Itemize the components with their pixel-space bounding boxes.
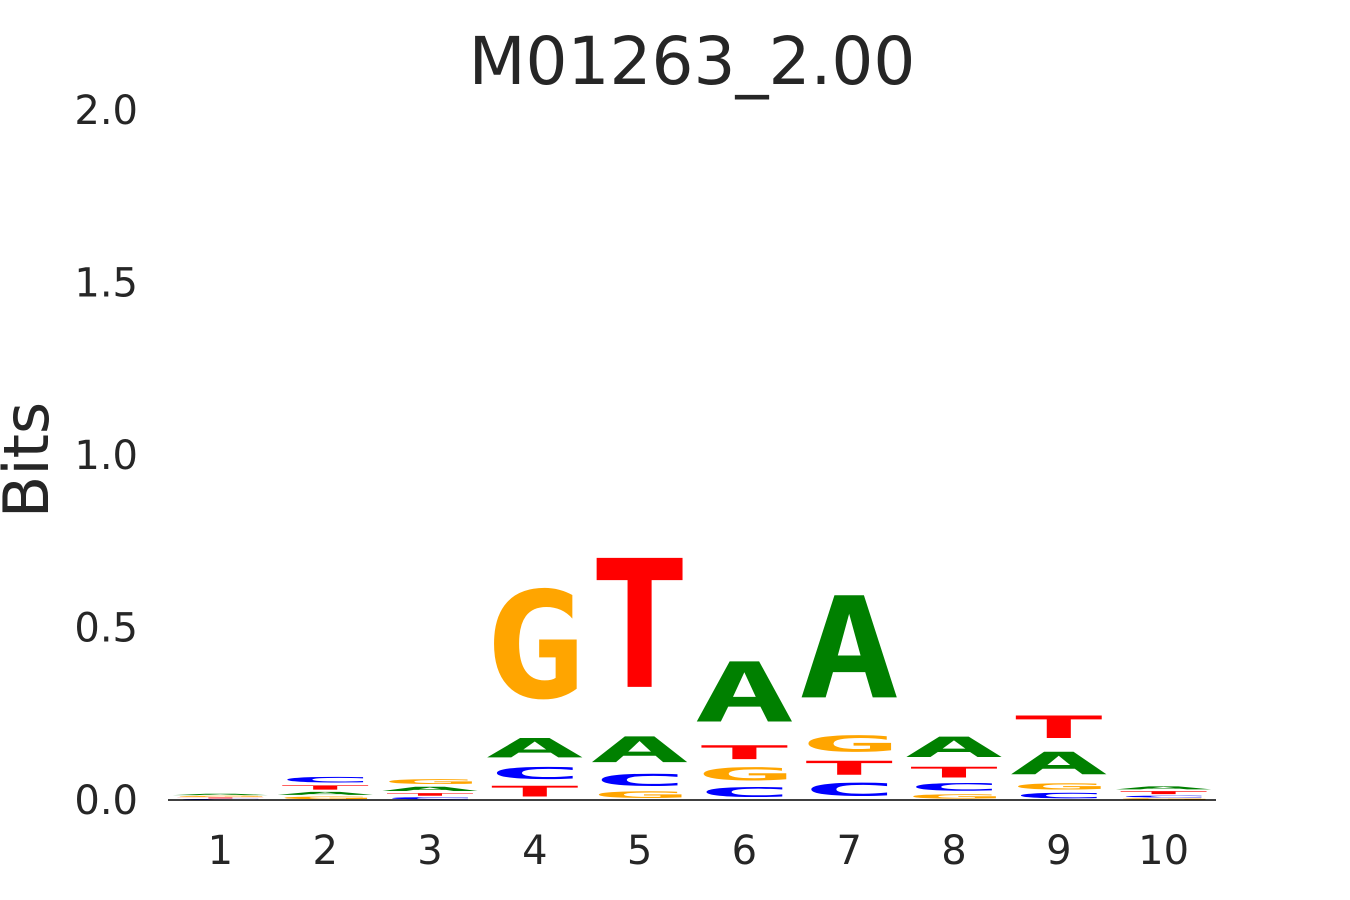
logo-letter-a: A bbox=[484, 733, 585, 764]
x-tick-label: 10 bbox=[1138, 828, 1189, 874]
logo-letter-t: T bbox=[275, 784, 376, 791]
logo-letter-g: G bbox=[589, 790, 690, 800]
y-axis-ticks: 0.0 0.5 1.0 1.5 2.0 bbox=[74, 88, 138, 824]
logo-letter-a: A bbox=[275, 791, 376, 796]
logo-letter-c: C bbox=[1113, 795, 1214, 798]
logo-letter-t: T bbox=[1113, 790, 1214, 795]
y-tick-label: 1.0 bbox=[74, 433, 138, 479]
logo-letter-g: G bbox=[380, 778, 481, 786]
logo-letter-c: C bbox=[380, 797, 481, 800]
logo-letter-g: G bbox=[1008, 782, 1109, 792]
logo-letter-c: C bbox=[589, 771, 690, 790]
x-tick-label: 8 bbox=[941, 828, 966, 874]
logo-letter-g: G bbox=[694, 764, 795, 785]
y-tick-label: 0.0 bbox=[74, 778, 138, 824]
logo-letter-g: G bbox=[904, 793, 1005, 800]
logo-letter-a: A bbox=[1008, 746, 1109, 782]
logo-letter-c: C bbox=[1008, 791, 1109, 800]
logo-letter-g: G bbox=[170, 796, 271, 798]
logo-letter-g: G bbox=[1113, 798, 1214, 800]
logo-letter-a: A bbox=[799, 568, 900, 731]
x-axis-ticks: 1 2 3 4 5 6 7 8 9 10 bbox=[208, 828, 1189, 874]
logo-letter-a: A bbox=[170, 793, 271, 795]
logo-letter-t: T bbox=[589, 522, 690, 729]
chart-title: M01263_2.00 bbox=[469, 23, 916, 100]
logo-letter-a: A bbox=[589, 730, 690, 771]
logo-letter-a: A bbox=[904, 731, 1005, 764]
logo-letter-a: A bbox=[380, 786, 481, 793]
logo-letter-c: C bbox=[484, 764, 585, 783]
x-tick-label: 2 bbox=[312, 828, 337, 874]
logo-letter-t: T bbox=[694, 742, 795, 764]
logo-stacks: CTGAGATCCTAGTCAGGCATCGTACTGAGCTACGATGCTA bbox=[170, 522, 1214, 800]
y-tick-label: 2.0 bbox=[74, 88, 138, 134]
logo-letter-c: C bbox=[904, 781, 1005, 793]
x-tick-label: 1 bbox=[208, 828, 233, 874]
logo-letter-a: A bbox=[1113, 786, 1214, 791]
y-tick-label: 0.5 bbox=[74, 606, 138, 652]
logo-letter-a: A bbox=[694, 646, 795, 742]
logo-letter-g: G bbox=[275, 796, 376, 800]
logo-letter-t: T bbox=[170, 797, 271, 798]
x-tick-label: 6 bbox=[732, 828, 757, 874]
x-tick-label: 7 bbox=[836, 828, 861, 874]
x-tick-label: 3 bbox=[417, 828, 442, 874]
logo-letter-c: C bbox=[799, 780, 900, 801]
logo-letter-t: T bbox=[904, 764, 1005, 781]
logo-letter-t: T bbox=[380, 792, 481, 796]
logo-letter-t: T bbox=[799, 757, 900, 779]
y-tick-label: 1.5 bbox=[74, 261, 138, 307]
logo-letter-t: T bbox=[484, 783, 585, 800]
x-tick-label: 5 bbox=[627, 828, 652, 874]
logo-letter-g: G bbox=[799, 731, 900, 757]
y-axis-label: Bits bbox=[0, 402, 63, 518]
x-tick-label: 4 bbox=[522, 828, 547, 874]
logo-letter-c: C bbox=[275, 776, 376, 785]
logo-letter-g: G bbox=[484, 562, 585, 733]
logo-letter-t: T bbox=[1008, 709, 1109, 745]
x-tick-label: 9 bbox=[1046, 828, 1071, 874]
logo-letter-c: C bbox=[694, 784, 795, 799]
